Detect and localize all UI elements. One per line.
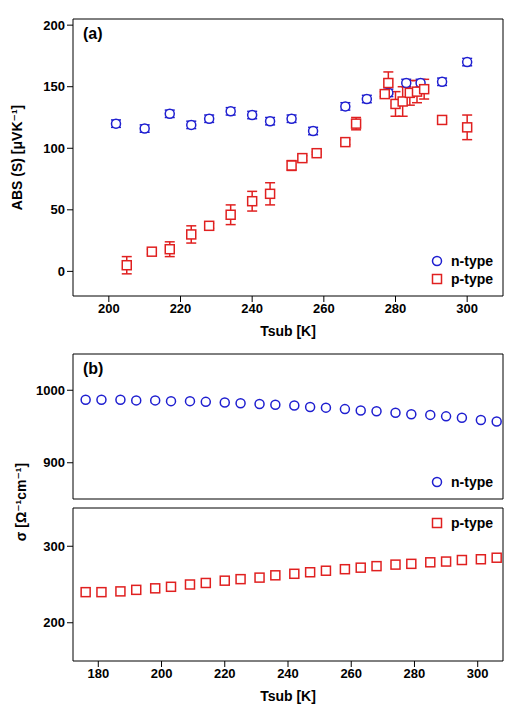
svg-text:280: 280 [404,666,426,681]
svg-text:200: 200 [151,666,173,681]
svg-text:300: 300 [456,301,478,316]
html-text:p-type: p-type [451,515,493,531]
html-text:n-type: n-type [451,253,493,269]
html-text:n-type: n-type [451,474,493,490]
svg-text:50: 50 [51,202,65,217]
svg-text:900: 900 [43,455,65,470]
svg-text:220: 220 [214,666,236,681]
svg-text:200: 200 [43,615,65,630]
svg-text:300: 300 [43,539,65,554]
svg-text:180: 180 [87,666,109,681]
svg-text:Tsub [K]: Tsub [K] [260,323,316,339]
svg-text:200: 200 [43,18,65,33]
svg-text:240: 240 [241,301,263,316]
svg-text:300: 300 [467,666,489,681]
svg-text:Tsub [K]: Tsub [K] [260,688,316,704]
svg-text:220: 220 [170,301,192,316]
html-text:(b): (b) [83,360,104,377]
svg-text:0: 0 [58,264,65,279]
svg-text:150: 150 [43,79,65,94]
svg-text:260: 260 [340,666,362,681]
svg-text:260: 260 [313,301,335,316]
html-text:p-type: p-type [451,271,493,287]
svg-text:1000: 1000 [36,383,65,398]
svg-text:240: 240 [277,666,299,681]
svg-text:200: 200 [98,301,120,316]
html-text:(a): (a) [83,25,103,42]
svg-text:280: 280 [385,301,407,316]
svg-text:100: 100 [43,141,65,156]
svg-text:ABS (S) [μVK⁻¹]: ABS (S) [μVK⁻¹] [9,105,25,210]
svg-text:σ [Ω⁻¹cm⁻¹]: σ [Ω⁻¹cm⁻¹] [13,463,29,541]
